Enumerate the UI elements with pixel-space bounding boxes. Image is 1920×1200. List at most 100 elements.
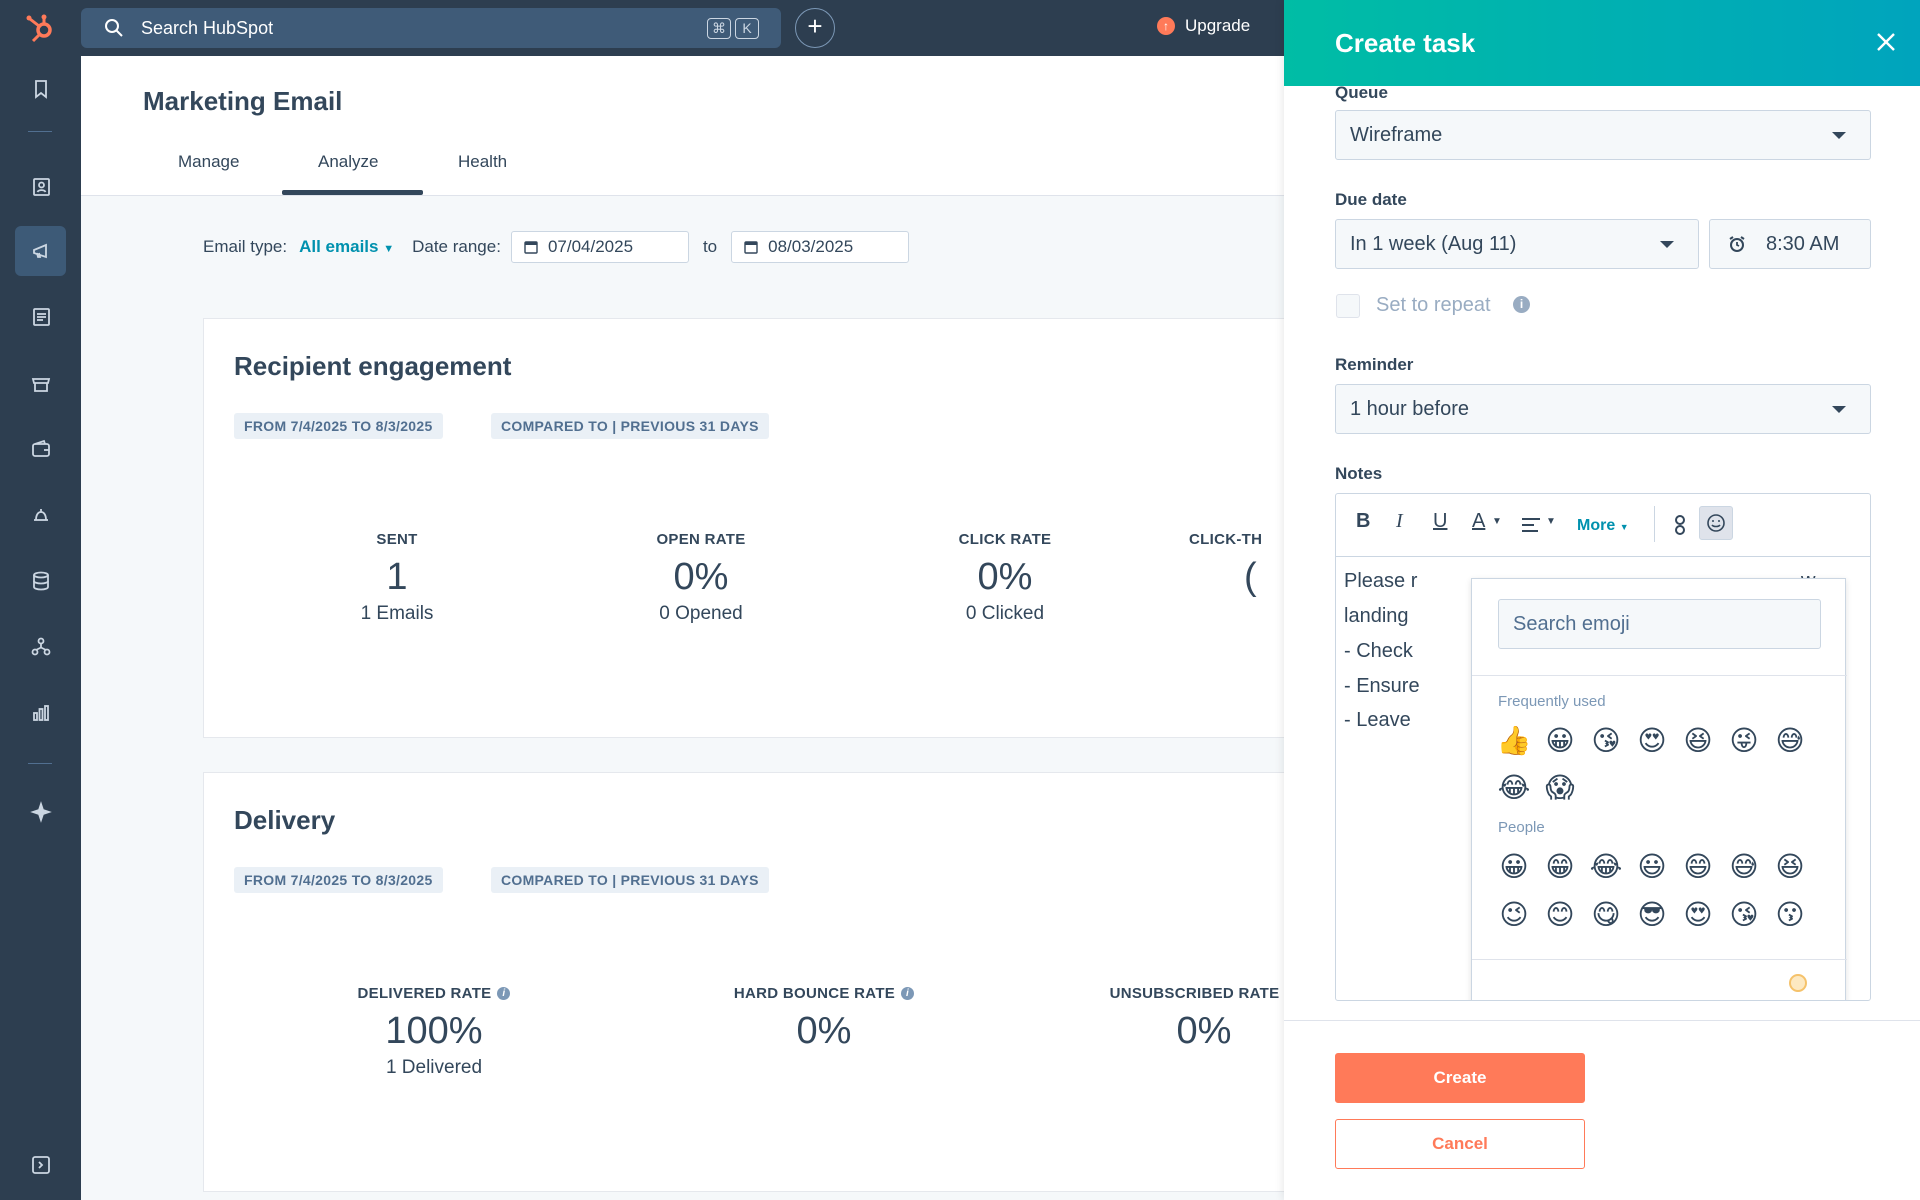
upgrade-label: Upgrade xyxy=(1185,16,1251,35)
date-range-tag: FROM 7/4/2025 TO 8/3/2025 xyxy=(234,413,443,439)
stat-value: 0% xyxy=(977,556,1033,598)
emoji-item[interactable]: 😆 xyxy=(1683,724,1713,757)
tab-manage[interactable]: Manage xyxy=(178,152,240,171)
link-icon[interactable] xyxy=(1673,514,1687,536)
nav-collapse[interactable] xyxy=(15,1140,66,1190)
nav-contacts[interactable] xyxy=(15,162,66,212)
nav-content[interactable] xyxy=(15,292,66,342)
calendar-icon xyxy=(524,241,538,254)
card-title: Delivery xyxy=(234,805,336,835)
global-search[interactable]: Search HubSpot ⌘ K xyxy=(81,8,781,48)
due-time-input[interactable]: 8:30 AM xyxy=(1709,219,1871,269)
card-title: Recipient engagement xyxy=(234,351,512,381)
text-color-button[interactable]: A xyxy=(1472,510,1486,532)
email-type-dropdown[interactable]: All emails ▼ xyxy=(299,237,394,257)
notes-label: Notes xyxy=(1335,464,1383,483)
stat-sent: SENT 1 1 Emails xyxy=(267,531,527,625)
more-button[interactable]: More ▼ xyxy=(1577,517,1629,535)
emoji-item[interactable]: 😎 xyxy=(1637,898,1667,931)
emoji-item[interactable]: 😉 xyxy=(1499,898,1529,931)
alarm-clock-icon xyxy=(1729,236,1745,252)
stat-label: CLICK RATE xyxy=(958,531,1052,548)
stat-value: 0% xyxy=(673,556,729,598)
emoji-item[interactable]: 😅 xyxy=(1729,850,1759,883)
info-icon[interactable]: i xyxy=(497,987,511,1000)
nav-data[interactable] xyxy=(15,556,66,606)
create-button[interactable]: Create xyxy=(1335,1053,1585,1103)
caret-down-icon: ▼ xyxy=(383,243,395,255)
emoji-item[interactable]: 😅 xyxy=(1775,724,1805,757)
reminder-select[interactable]: 1 hour before xyxy=(1335,384,1871,434)
emoji-item[interactable]: 👍 xyxy=(1496,724,1532,757)
due-date-select[interactable]: In 1 week (Aug 11) xyxy=(1335,219,1699,269)
comparison-tag: COMPARED TO | PREVIOUS 31 DAYS xyxy=(491,413,769,439)
cancel-button[interactable]: Cancel xyxy=(1335,1119,1585,1169)
tab-analyze[interactable]: Analyze xyxy=(318,152,379,171)
stat-label-row: HARD BOUNCE RATE i xyxy=(684,985,964,1002)
emoji-item[interactable]: 😍 xyxy=(1683,898,1713,931)
emoji-item[interactable]: 😆 xyxy=(1775,850,1805,883)
nav-divider xyxy=(28,763,52,764)
tab-health[interactable]: Health xyxy=(458,152,508,171)
emoji-item[interactable]: 😂 xyxy=(1497,771,1531,804)
date-to-input[interactable]: 08/03/2025 xyxy=(731,231,910,263)
note-line: - Leave xyxy=(1344,709,1411,731)
stat-label: SENT xyxy=(376,531,418,548)
nav-reports[interactable] xyxy=(15,688,66,738)
repeat-label: Set to repeat xyxy=(1376,294,1491,316)
skin-tone-icon[interactable] xyxy=(1789,974,1807,992)
emoji-item[interactable]: 😱 xyxy=(1545,771,1575,804)
wallet-icon xyxy=(31,439,50,457)
reminder-value: 1 hour before xyxy=(1350,397,1469,420)
emoji-item[interactable]: 😃 xyxy=(1637,850,1667,883)
queue-select[interactable]: Wireframe xyxy=(1335,110,1871,160)
stat-label: HARD BOUNCE RATE xyxy=(733,985,896,1002)
emoji-item[interactable]: 😊 xyxy=(1545,898,1575,931)
active-tab-indicator xyxy=(282,190,423,195)
nav-bookmarks[interactable] xyxy=(15,64,66,114)
note-line: landing xyxy=(1344,605,1409,627)
emoji-item[interactable]: 😄 xyxy=(1683,850,1713,883)
upgrade-link[interactable]: ↑ Upgrade xyxy=(1157,16,1250,36)
date-from-input[interactable]: 07/04/2025 xyxy=(510,231,689,263)
nav-commerce[interactable] xyxy=(15,358,66,408)
emoji-button[interactable] xyxy=(1699,506,1733,540)
nav-ai[interactable] xyxy=(15,787,66,837)
create-task-panel: Create task Queue Wireframe Due date In … xyxy=(1284,0,1920,1200)
nav-automation[interactable] xyxy=(15,622,66,672)
emoji-item[interactable]: 😘 xyxy=(1591,724,1621,757)
align-left-icon[interactable] xyxy=(1521,516,1541,534)
emoji-item[interactable]: 😘 xyxy=(1729,898,1759,931)
smiley-icon xyxy=(1707,514,1725,532)
notes-editor[interactable]: B I U A ▼ ▼ More ▼ Please r w landing - … xyxy=(1335,493,1871,1001)
quick-create-button[interactable]: + xyxy=(795,8,835,48)
hubspot-logo-icon[interactable] xyxy=(24,10,58,44)
panel-title: Create task xyxy=(1335,28,1476,58)
emoji-item[interactable]: 😍 xyxy=(1637,724,1667,757)
nav-wallet[interactable] xyxy=(15,424,66,474)
queue-label: Queue xyxy=(1335,83,1388,102)
nav-marketing[interactable] xyxy=(15,226,66,276)
bold-button[interactable]: B xyxy=(1356,510,1371,532)
emoji-item[interactable]: 😜 xyxy=(1729,724,1759,757)
caret-down-icon: ▼ xyxy=(1619,522,1629,532)
stat-sub: 0 Clicked xyxy=(965,603,1045,624)
info-icon[interactable]: i xyxy=(901,987,915,1000)
underline-button[interactable]: U xyxy=(1433,510,1448,532)
emoji-item[interactable]: 😀 xyxy=(1499,850,1529,883)
contacts-icon xyxy=(32,178,50,196)
emoji-item[interactable]: 😂 xyxy=(1589,850,1623,883)
info-icon[interactable]: i xyxy=(1513,296,1530,313)
emoji-search-input[interactable]: Search emoji xyxy=(1498,599,1821,649)
nav-service[interactable] xyxy=(15,490,66,540)
caret-down-icon: ▼ xyxy=(1492,516,1502,527)
close-icon[interactable] xyxy=(1874,30,1898,54)
italic-button[interactable]: I xyxy=(1396,510,1403,532)
page-title: Marketing Email xyxy=(143,86,343,116)
emoji-item[interactable]: 😗 xyxy=(1775,898,1805,931)
emoji-item[interactable]: 😋 xyxy=(1591,898,1621,931)
emoji-item[interactable]: 😁 xyxy=(1545,850,1575,883)
repeat-checkbox[interactable] xyxy=(1336,294,1360,318)
stat-label: CLICK-TH xyxy=(1189,531,1263,548)
emoji-item[interactable]: 😀 xyxy=(1545,724,1575,757)
